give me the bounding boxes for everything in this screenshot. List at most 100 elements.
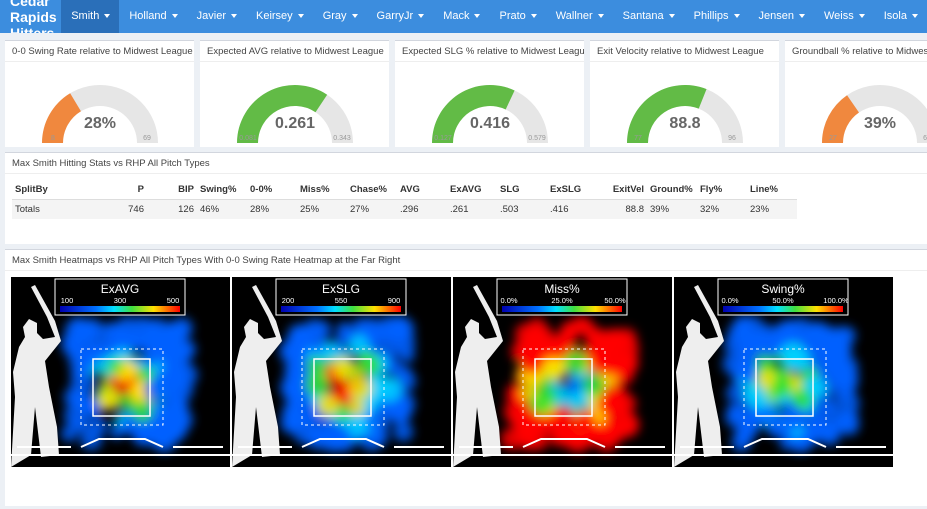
gauge-fill [432, 85, 515, 143]
tab-label: Smith [71, 10, 100, 22]
heat-blob [335, 328, 353, 345]
outer-zone [522, 348, 606, 426]
gauge-max: 69 [143, 135, 151, 142]
nav-tab[interactable]: Wallner [546, 0, 613, 33]
table-cell: .503 [500, 204, 519, 215]
tab-label: Holland [129, 10, 167, 22]
heat-blob [583, 422, 606, 444]
gauge-value: 28% [84, 115, 116, 132]
color-bar [723, 306, 843, 312]
caret [297, 14, 304, 19]
strike-zone [92, 358, 151, 417]
nav-tab[interactable]: Javier [187, 0, 246, 33]
caret [171, 14, 178, 19]
outer-zone [301, 348, 385, 426]
card-title: 0-0 Swing Rate relative to Midwest Leagu… [5, 41, 194, 62]
home-plate [11, 438, 230, 456]
tab-label: Phillips [693, 10, 729, 22]
heat-blob [748, 389, 770, 411]
heat-blob [788, 317, 814, 344]
gauge: 39% 27 66 [822, 85, 927, 143]
nav-tab[interactable]: Isola [874, 0, 927, 33]
scale-label: 0.0% [721, 296, 738, 305]
card-title: Expected AVG relative to Midwest League [200, 41, 389, 62]
nav-tab[interactable]: Jensen [749, 0, 814, 33]
table-cell: 46% [200, 204, 220, 215]
heat-blob [543, 357, 567, 382]
heat-blob [279, 338, 306, 365]
heat-blob [119, 419, 135, 436]
nav-tab[interactable]: GarryJr [367, 0, 434, 33]
heat-blob [748, 409, 764, 426]
batter [674, 285, 724, 467]
home-plate [453, 438, 672, 456]
tab-label: Isola [883, 10, 907, 22]
color-bar [60, 306, 180, 312]
home-plate [232, 438, 451, 456]
heat-blob [729, 406, 746, 422]
table-cell: 746 [128, 204, 144, 215]
nav-tab[interactable]: Keirsey [246, 0, 313, 33]
heat-blob [731, 432, 751, 453]
heat-blob [788, 349, 812, 372]
nav-tab[interactable]: Prato [489, 0, 545, 33]
heat-blob [519, 384, 537, 401]
table-cell: Totals [15, 204, 40, 215]
gauge-card: 0-0 Swing Rate relative to Midwest Leagu… [5, 40, 194, 147]
tab-label: GarryJr [376, 10, 414, 22]
tab-label: Keirsey [256, 10, 293, 22]
heat-blob [818, 423, 836, 441]
nav-tab[interactable]: Smith [61, 0, 120, 33]
heat-blob [132, 401, 154, 423]
strike-zone [534, 358, 593, 417]
table-cell: .261 [450, 204, 469, 215]
heat-blob [78, 322, 97, 341]
tab-label: Wallner [555, 10, 593, 22]
nav-tab[interactable]: Mack [433, 0, 489, 33]
caret [668, 14, 675, 19]
heat-blob [281, 403, 299, 420]
header-cell: P [97, 180, 147, 200]
header-cell: BIP [147, 180, 197, 200]
heat-blob [787, 411, 805, 429]
heat-blob [731, 319, 749, 337]
heat-blob [772, 374, 794, 395]
tab-label: Mack [443, 10, 470, 22]
scale-label: 50.0% [772, 296, 794, 305]
heat-blob [322, 341, 338, 357]
scale-label: 100 [61, 296, 74, 305]
nav-tab[interactable]: Weiss [814, 0, 874, 33]
gauge-max: 0.579 [528, 135, 546, 142]
heat-blob [834, 367, 859, 392]
heat-blob [68, 348, 94, 374]
heat-blob [149, 335, 172, 358]
gauge-card: Groundball % relative to Midwest League 3… [785, 40, 927, 147]
heat-blob [348, 399, 366, 416]
tab-label: Javier [196, 10, 226, 22]
nav-tab[interactable]: Phillips [684, 0, 749, 33]
home-plate [674, 438, 893, 456]
table-cell: 28% [250, 204, 270, 215]
heat-blob [332, 356, 355, 379]
heat-blob [312, 320, 332, 340]
caret [530, 14, 537, 19]
scale-label: 0.0% [500, 296, 517, 305]
nav-tab[interactable]: Santana [613, 0, 684, 33]
header-cell: AVG [397, 180, 447, 200]
nav-tab[interactable]: Gray [313, 0, 367, 33]
batter [453, 285, 503, 467]
heat-blob [376, 376, 402, 403]
brand[interactable]: Cedar Rapids Hitters [10, 0, 57, 33]
caret [418, 14, 425, 19]
gauge-max: 66 [923, 135, 927, 142]
scale-label: 900 [388, 296, 401, 305]
heat-blob [60, 425, 78, 442]
heat-blob [89, 417, 108, 436]
heat-blob [600, 420, 625, 446]
legend-title: ExAVG [101, 282, 139, 296]
heat-blob [393, 421, 414, 442]
strike-zone [313, 358, 372, 417]
nav-tab[interactable]: Holland [119, 0, 186, 33]
legend-title: Swing% [761, 282, 805, 296]
caret [231, 14, 237, 19]
